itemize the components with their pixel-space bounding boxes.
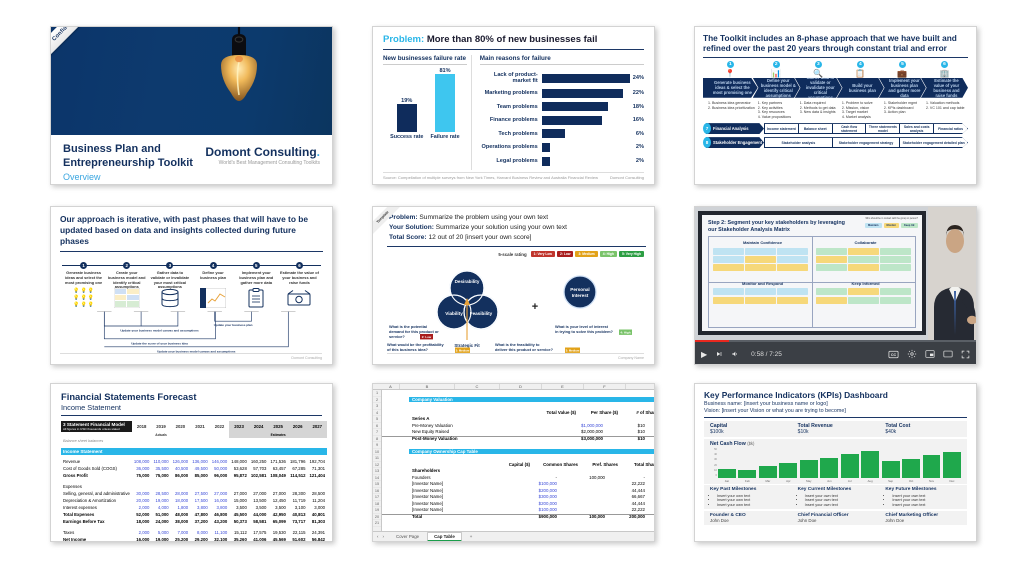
- svg-text:service?: service?: [389, 334, 405, 339]
- svg-text:Update your business plan: Update your business plan: [214, 323, 253, 327]
- svg-text:Personal: Personal: [570, 287, 589, 292]
- svg-text:Update your business model can: Update your business model canvas and as…: [120, 328, 199, 332]
- svg-text:of this business idea?: of this business idea?: [387, 347, 428, 352]
- svg-text:Viability: Viability: [445, 311, 463, 316]
- svg-text:Update the score of your busin: Update the score of your business idea: [131, 341, 188, 345]
- svg-text:4: High: 4: High: [620, 331, 630, 335]
- svg-text:deliver this product or servic: deliver this product or service?: [495, 347, 554, 352]
- svg-text:Strategic Fit: Strategic Fit: [454, 343, 480, 348]
- svg-text:CC: CC: [891, 353, 897, 357]
- svg-text:in trying to solve this proble: in trying to solve this problem?: [555, 329, 614, 334]
- svg-text:2: Low: 2: Low: [422, 335, 432, 339]
- svg-text:Desirability: Desirability: [455, 279, 480, 284]
- svg-text:Interest: Interest: [572, 293, 589, 298]
- svg-text:+: +: [532, 301, 538, 313]
- svg-text:Feasibility: Feasibility: [470, 311, 493, 316]
